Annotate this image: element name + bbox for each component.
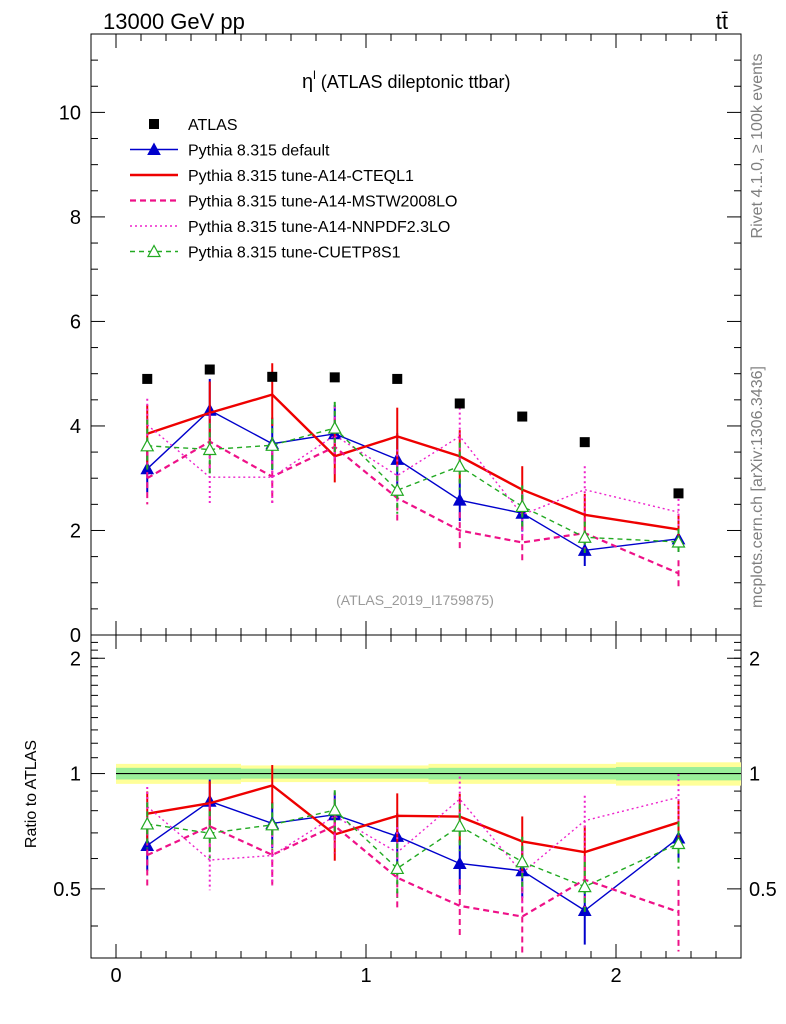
- data-points: [142, 364, 684, 499]
- energy-label: 13000 GeV pp: [103, 9, 245, 34]
- plot-title-sup: l: [313, 68, 316, 82]
- plot-title-rest: (ATLAS dileptonic ttbar): [316, 72, 511, 92]
- legend-marker: [147, 142, 161, 155]
- legend-entry: Pythia 8.315 tune-A14-MSTW2008LO: [130, 194, 457, 211]
- series-marker: [671, 534, 686, 548]
- process-label: tt̄: [716, 9, 728, 34]
- y-tick-label: 0: [70, 625, 81, 647]
- ratio-series-4: [140, 790, 686, 916]
- series-marker: [327, 420, 342, 434]
- series-1: [146, 363, 680, 546]
- ratio-series-marker: [577, 879, 592, 893]
- data-point: [204, 364, 215, 375]
- ratio-series-line: [147, 809, 679, 888]
- rivet-label: Rivet 4.1.0, ≥ 100k events: [749, 54, 766, 239]
- ratio-series-marker: [327, 802, 342, 816]
- legend-label: ATLAS: [188, 117, 238, 134]
- series-line: [146, 409, 679, 552]
- legend-entry: Pythia 8.315 default: [130, 142, 330, 160]
- ratio-series-line: [147, 784, 679, 854]
- legend-label: Pythia 8.315 tune-A14-CTEQL1: [188, 168, 414, 185]
- legend-entry: ATLAS: [149, 117, 238, 134]
- ratio-series-marker: [452, 856, 467, 869]
- series-marker: [202, 442, 217, 456]
- plot-title: ηl (ATLAS dileptonic ttbar): [302, 68, 511, 93]
- series-line: [146, 440, 679, 575]
- ratio-series-marker: [265, 817, 280, 831]
- legend: ATLAS Pythia 8.315 default Pythia 8.315 tu…: [130, 117, 457, 262]
- ratio-y-tick-label: 1: [70, 764, 81, 786]
- series-marker: [452, 493, 467, 506]
- ratio-y-tick-label: 2: [749, 648, 760, 670]
- y-tick-label: 6: [70, 311, 81, 333]
- data-point: [454, 398, 465, 409]
- data-point: [329, 372, 340, 383]
- ratio-series-0: [140, 779, 686, 945]
- main-panel: 0 2 4 6 8 10: [59, 33, 742, 647]
- series-4: [140, 401, 686, 556]
- series-line: [146, 393, 679, 531]
- legend-label: Pythia 8.315 default: [188, 143, 330, 160]
- data-point: [392, 373, 403, 384]
- legend-entry: Pythia 8.315 tune-CUETP8S1: [130, 244, 401, 262]
- mcplots-label: mcplots.cern.ch [arXiv:1306.3436]: [749, 366, 766, 608]
- ratio-y-tick-label: 0.5: [53, 879, 81, 901]
- ratio-panel: 0 1 2 0.5 0.5 1 1 2 2: [53, 634, 777, 987]
- series-marker: [390, 482, 405, 496]
- legend-label: Pythia 8.315 tune-A14-NNPDF2.3LO: [188, 219, 450, 236]
- legend-entry: Pythia 8.315 tune-A14-CTEQL1: [130, 168, 414, 185]
- ratio-series-line: [146, 824, 679, 918]
- plot-title-eta: η: [302, 71, 313, 93]
- ratio-series-marker: [452, 818, 467, 832]
- y-tick-label: 4: [70, 416, 81, 438]
- data-point: [142, 373, 153, 384]
- ratio-series-marker: [390, 861, 405, 875]
- series-marker: [265, 438, 280, 451]
- x-tick-label: 1: [360, 965, 371, 987]
- ratio-series-line: [146, 796, 679, 874]
- data-point: [517, 411, 528, 422]
- series-marker: [452, 458, 467, 472]
- data-point: [267, 371, 278, 382]
- ratio-series-marker: [515, 854, 530, 868]
- ratio-y-tick-label: 2: [70, 648, 81, 670]
- y-tick-label: 8: [70, 207, 81, 229]
- data-point: [673, 488, 684, 499]
- series-2: [146, 412, 680, 587]
- legend-label: Pythia 8.315 tune-A14-MSTW2008LO: [188, 194, 457, 211]
- analysis-id: (ATLAS_2019_I1759875): [336, 592, 494, 608]
- ratio-ylabel: Ratio to ATLAS: [23, 740, 40, 848]
- legend-entry: Pythia 8.315 tune-A14-NNPDF2.3LO: [130, 219, 450, 236]
- ratio-series-marker: [671, 836, 686, 850]
- ratio-y-tick-label: 1: [749, 764, 760, 786]
- legend-label: Pythia 8.315 tune-CUETP8S1: [188, 245, 401, 262]
- x-tick-label: 0: [110, 965, 121, 987]
- series-marker: [515, 499, 530, 513]
- legend-marker: [149, 119, 159, 129]
- series-line: [147, 427, 679, 543]
- ratio-series-2: [146, 802, 680, 954]
- ratio-series-marker: [202, 825, 217, 839]
- legend-marker: [146, 244, 162, 258]
- ratio-frame: [90, 634, 742, 959]
- data-point: [579, 437, 590, 448]
- y-tick-label: 2: [70, 520, 81, 542]
- x-tick-label: 2: [610, 965, 621, 987]
- ratio-series-marker: [140, 816, 155, 830]
- ratio-y-tick-label: 0.5: [749, 879, 777, 901]
- series-marker: [140, 438, 155, 452]
- series-marker: [577, 530, 592, 543]
- y-tick-label: 10: [59, 102, 81, 124]
